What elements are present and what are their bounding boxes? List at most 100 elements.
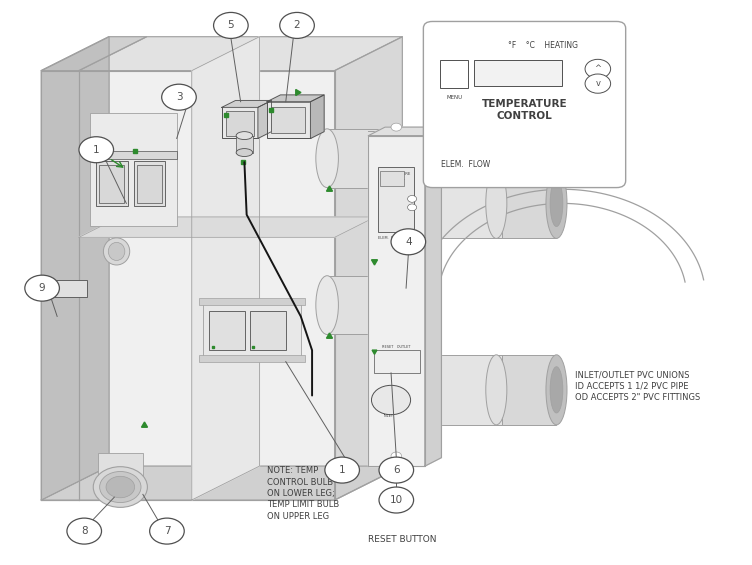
Circle shape: [371, 385, 411, 415]
Polygon shape: [79, 217, 375, 237]
Circle shape: [391, 229, 426, 255]
Circle shape: [280, 12, 314, 38]
Bar: [99, 165, 124, 203]
Text: ^: ^: [594, 64, 602, 73]
Ellipse shape: [372, 129, 395, 188]
Bar: [327, 276, 384, 334]
Polygon shape: [41, 466, 402, 500]
Polygon shape: [267, 95, 324, 102]
Bar: [90, 151, 177, 159]
Circle shape: [79, 137, 114, 163]
Bar: [222, 107, 258, 138]
Ellipse shape: [236, 149, 253, 157]
Text: 1: 1: [339, 465, 345, 475]
Text: NOTE: TEMP
CONTROL BULB
ON LOWER LEG;
TEMP LIMIT BULB
ON UPPER LEG: NOTE: TEMP CONTROL BULB ON LOWER LEG; TE…: [267, 466, 339, 521]
Text: v: v: [596, 79, 600, 88]
Ellipse shape: [99, 471, 141, 503]
Ellipse shape: [316, 276, 338, 334]
Circle shape: [585, 74, 611, 93]
Bar: [496, 355, 556, 425]
Text: INLET/OUTLET PVC UNIONS
ID ACCEPTS 1 1/2 PVC PIPE
OD ACCEPTS 2" PVC FITTINGS: INLET/OUTLET PVC UNIONS ID ACCEPTS 1 1/2…: [575, 370, 701, 402]
Polygon shape: [311, 95, 324, 138]
Circle shape: [379, 457, 414, 483]
Text: 6: 6: [393, 465, 399, 475]
Text: TEMPERATURE
CONTROL: TEMPERATURE CONTROL: [482, 99, 567, 121]
Polygon shape: [335, 37, 402, 500]
Bar: [236, 136, 253, 153]
Circle shape: [408, 195, 417, 202]
Bar: [90, 113, 177, 226]
Circle shape: [325, 457, 359, 483]
Polygon shape: [368, 136, 425, 466]
Bar: [327, 129, 384, 188]
Text: 8: 8: [81, 526, 87, 536]
Circle shape: [150, 518, 184, 544]
Polygon shape: [79, 71, 335, 500]
Polygon shape: [41, 71, 79, 500]
Circle shape: [379, 487, 414, 513]
Bar: [474, 60, 562, 86]
Bar: [226, 111, 254, 136]
Text: 7: 7: [164, 526, 170, 536]
Ellipse shape: [93, 467, 147, 507]
Text: 5: 5: [228, 20, 234, 31]
Circle shape: [25, 275, 59, 301]
Bar: [209, 311, 245, 350]
Bar: [96, 161, 128, 206]
Ellipse shape: [546, 355, 567, 425]
Text: 3: 3: [176, 92, 182, 102]
Ellipse shape: [106, 476, 135, 498]
Circle shape: [214, 12, 248, 38]
Bar: [51, 280, 87, 297]
Bar: [250, 311, 286, 350]
Circle shape: [391, 123, 402, 131]
Ellipse shape: [104, 238, 129, 265]
Text: MENU: MENU: [446, 95, 462, 100]
Polygon shape: [41, 37, 109, 500]
Ellipse shape: [108, 242, 125, 260]
Text: TEMPERATURE
CONTROL: TEMPERATURE CONTROL: [382, 172, 411, 181]
Text: 10: 10: [390, 495, 403, 505]
Bar: [98, 453, 143, 492]
Ellipse shape: [550, 180, 562, 227]
Ellipse shape: [316, 129, 338, 188]
Text: RESET   OUTLET: RESET OUTLET: [382, 345, 411, 349]
Text: 4: 4: [405, 237, 411, 247]
Bar: [199, 298, 305, 305]
Text: 9: 9: [39, 283, 45, 293]
Bar: [271, 107, 305, 133]
Polygon shape: [368, 127, 441, 136]
Bar: [423, 168, 502, 238]
Polygon shape: [192, 37, 259, 500]
Ellipse shape: [550, 367, 562, 413]
Bar: [440, 60, 468, 88]
FancyBboxPatch shape: [423, 21, 626, 188]
Circle shape: [585, 59, 611, 79]
Bar: [199, 355, 305, 362]
Bar: [203, 302, 301, 356]
Ellipse shape: [236, 132, 253, 140]
Text: 2: 2: [294, 20, 300, 31]
Polygon shape: [79, 37, 402, 71]
Bar: [378, 167, 414, 232]
Text: °F    °C    HEATING: °F °C HEATING: [508, 41, 578, 50]
Polygon shape: [425, 127, 441, 466]
Ellipse shape: [377, 139, 390, 177]
Circle shape: [67, 518, 102, 544]
Circle shape: [162, 84, 196, 110]
Bar: [134, 161, 165, 206]
Ellipse shape: [486, 355, 507, 425]
Bar: [380, 171, 404, 186]
Bar: [374, 350, 420, 373]
Bar: [267, 102, 311, 138]
Polygon shape: [258, 101, 271, 138]
Bar: [137, 165, 162, 203]
Text: ELEM.  FLOW: ELEM. FLOW: [378, 236, 402, 240]
Ellipse shape: [372, 276, 395, 334]
Circle shape: [408, 204, 417, 211]
Text: INLET: INLET: [384, 414, 393, 418]
Ellipse shape: [546, 168, 567, 238]
Bar: [423, 355, 502, 425]
Ellipse shape: [377, 286, 390, 324]
Text: 1: 1: [93, 145, 99, 155]
